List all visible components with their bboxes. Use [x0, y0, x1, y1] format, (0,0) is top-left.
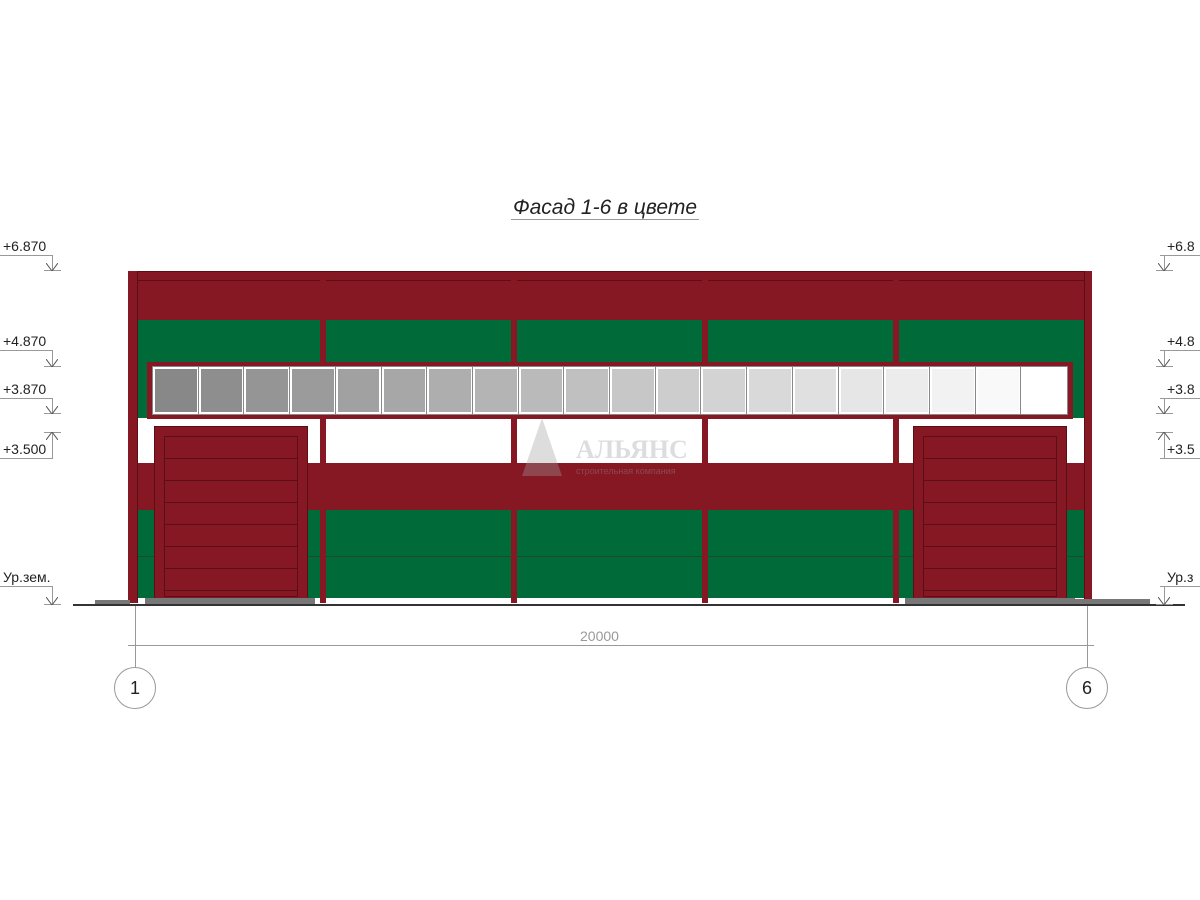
- level-leader: [52, 586, 53, 604]
- level-leader: [1164, 432, 1165, 458]
- plinth: [145, 598, 315, 604]
- level-arrow-down-icon: [1158, 263, 1170, 271]
- level-leader: [1160, 458, 1200, 459]
- level-leader: [1164, 350, 1165, 366]
- panel-joint: [138, 556, 1084, 557]
- column: [702, 280, 708, 603]
- axis-marker-6: 6: [1066, 667, 1108, 709]
- level-arrow-down-icon: [46, 597, 58, 605]
- level-leader: [1164, 255, 1165, 270]
- window-pane: [700, 366, 749, 415]
- level-leader: [1160, 350, 1200, 351]
- window-pane: [928, 366, 977, 415]
- level-mark: +3.8: [1167, 381, 1195, 397]
- corner-column-right: [1084, 271, 1092, 603]
- level-leader: [1164, 586, 1165, 604]
- window-pane: [334, 366, 383, 415]
- level-mark: Ур.з: [1167, 569, 1194, 585]
- logo-tagline: строительная компания: [576, 466, 676, 476]
- window-pane: [791, 366, 840, 415]
- top-band: [128, 271, 1092, 320]
- window-pane: [380, 366, 429, 415]
- level-leader: [52, 432, 53, 458]
- level-leader: [52, 398, 53, 413]
- gate-panels: [164, 436, 298, 597]
- panel-joint: [138, 280, 1084, 281]
- window-pane: [517, 366, 566, 415]
- logo-triangle-icon: [522, 418, 562, 476]
- level-leader: [52, 255, 53, 270]
- level-leader: [1160, 398, 1200, 399]
- window-pane: [609, 366, 657, 415]
- level-arrow-down-icon: [1158, 359, 1170, 367]
- window-pane: [243, 366, 292, 415]
- dimension-label: 20000: [580, 628, 619, 644]
- level-mark: Ур.зем.: [3, 569, 51, 585]
- logo: АЛЬЯНС строительная компания: [522, 418, 688, 476]
- plinth: [95, 600, 130, 604]
- column: [893, 280, 899, 603]
- dimension-line: [128, 645, 1094, 646]
- level-arrow-down-icon: [46, 263, 58, 271]
- window-pane: [1020, 366, 1068, 415]
- level-mark: +3.5: [1167, 441, 1195, 457]
- level-arrow-down-icon: [1158, 597, 1170, 605]
- window-pane: [426, 366, 474, 415]
- level-arrow-down-icon: [46, 359, 58, 367]
- window-pane: [837, 366, 886, 415]
- level-leader: [0, 255, 53, 256]
- extension-line: [1087, 606, 1088, 667]
- level-mark: +3.500: [3, 441, 47, 457]
- gate-panels: [923, 436, 1057, 597]
- level-leader: [1164, 398, 1165, 413]
- level-leader: [0, 586, 53, 587]
- logo-name: АЛЬЯНС: [576, 435, 688, 464]
- column: [320, 280, 326, 603]
- level-mark: +4.870: [3, 333, 47, 349]
- level-leader: [1160, 255, 1200, 256]
- axis-marker-1: 1: [114, 667, 156, 709]
- window-pane: [563, 366, 611, 415]
- level-arrow-down-icon: [46, 406, 58, 414]
- window-pane: [883, 366, 931, 415]
- extension-line: [135, 606, 136, 667]
- drawing-title: Фасад 1-6 в цвете: [510, 196, 700, 220]
- window-pane: [152, 366, 200, 415]
- level-mark: +6.8: [1167, 238, 1195, 254]
- ground-line: [73, 604, 1185, 606]
- level-leader: [0, 350, 53, 351]
- gate-left: [154, 426, 308, 601]
- window-pane: [746, 366, 794, 415]
- level-arrow-down-icon: [1158, 406, 1170, 414]
- level-arrow-up-icon: [46, 432, 58, 440]
- window-pane: [289, 366, 337, 415]
- level-leader: [52, 350, 53, 366]
- level-mark: +3.870: [3, 381, 47, 397]
- window-pane: [654, 366, 703, 415]
- column: [511, 280, 517, 603]
- level-arrow-up-icon: [1158, 432, 1170, 440]
- corner-column-left: [128, 271, 138, 603]
- plinth: [1075, 599, 1150, 604]
- plinth: [905, 598, 1075, 604]
- level-mark: +4.8: [1167, 333, 1195, 349]
- window-pane: [974, 366, 1023, 415]
- level-leader: [1160, 586, 1200, 587]
- window-pane: [197, 366, 246, 415]
- window-pane: [471, 366, 520, 415]
- gate-right: [913, 426, 1067, 601]
- level-leader: [0, 398, 53, 399]
- level-mark: +6.870: [3, 238, 47, 254]
- level-leader: [0, 458, 53, 459]
